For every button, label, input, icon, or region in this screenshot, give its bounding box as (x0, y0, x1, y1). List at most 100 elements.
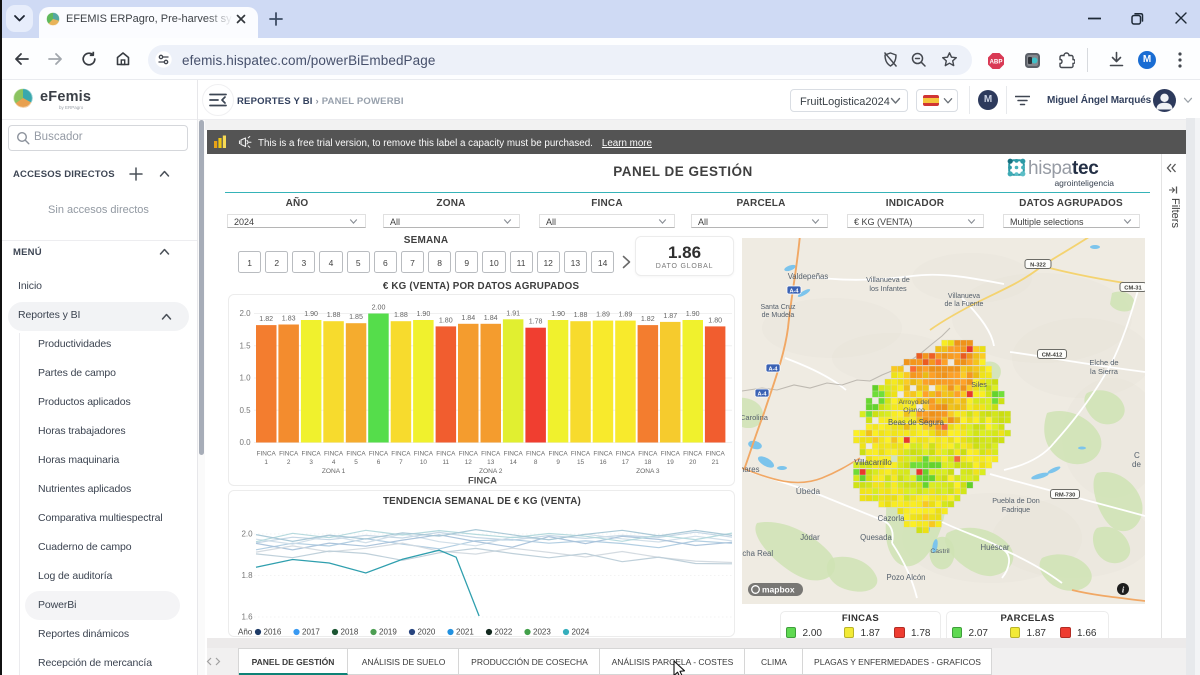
svg-text:4: 4 (332, 459, 336, 466)
svg-text:1.89: 1.89 (596, 311, 610, 319)
svg-text:1.84: 1.84 (461, 314, 475, 322)
svg-text:2017: 2017 (302, 628, 320, 637)
svg-text:ABP: ABP (989, 59, 1002, 66)
svg-text:2022: 2022 (495, 628, 513, 637)
svg-text:12: 12 (465, 459, 473, 466)
svg-text:2019: 2019 (379, 628, 397, 637)
svg-text:1.5: 1.5 (239, 341, 251, 350)
svg-text:la Sierra: la Sierra (1090, 367, 1119, 376)
svg-text:Beas de Segura: Beas de Segura (888, 418, 945, 427)
svg-text:2016: 2016 (264, 628, 282, 637)
svg-text:1.84: 1.84 (484, 314, 498, 322)
svg-text:2021: 2021 (456, 628, 474, 637)
svg-text:1.6: 1.6 (241, 613, 253, 622)
svg-text:Villacarrillo: Villacarrillo (854, 458, 892, 467)
svg-text:Valdepeñas: Valdepeñas (788, 272, 829, 281)
svg-text:FINCA: FINCA (257, 451, 277, 458)
svg-text:Carolina: Carolina (742, 413, 769, 422)
svg-text:1.90: 1.90 (551, 310, 565, 318)
svg-text:17: 17 (622, 459, 630, 466)
svg-text:6: 6 (377, 459, 381, 466)
svg-text:RM-730: RM-730 (1055, 492, 1076, 498)
svg-text:FINCA: FINCA (346, 451, 366, 458)
svg-text:FINCA: FINCA (279, 451, 299, 458)
svg-text:8: 8 (534, 459, 538, 466)
svg-text:7: 7 (399, 459, 403, 466)
svg-text:Úbeda: Úbeda (796, 486, 821, 496)
svg-text:FINCA: FINCA (436, 451, 456, 458)
svg-text:FINCA: FINCA (369, 451, 389, 458)
svg-text:2020: 2020 (418, 628, 436, 637)
svg-text:2024: 2024 (572, 628, 590, 637)
svg-text:ncha Real: ncha Real (742, 549, 773, 558)
svg-text:Quesada: Quesada (860, 533, 892, 542)
svg-text:FINCA: FINCA (706, 451, 726, 458)
svg-text:1.90: 1.90 (304, 310, 318, 318)
svg-text:3: 3 (309, 459, 313, 466)
svg-text:1.88: 1.88 (574, 311, 588, 319)
svg-text:9: 9 (556, 459, 560, 466)
svg-text:14: 14 (510, 459, 518, 466)
svg-text:CM-412: CM-412 (1042, 352, 1063, 358)
svg-text:1.91: 1.91 (506, 309, 520, 317)
svg-text:FINCA: FINCA (414, 451, 434, 458)
svg-text:FINCA: FINCA (661, 451, 681, 458)
svg-text:2.0: 2.0 (241, 530, 253, 539)
svg-text:FINCA: FINCA (468, 476, 497, 487)
svg-text:Santa Cruz: Santa Cruz (760, 304, 796, 311)
svg-text:15: 15 (577, 459, 585, 466)
svg-text:FINCA: FINCA (481, 451, 501, 458)
svg-text:1.80: 1.80 (439, 316, 453, 324)
svg-text:2.00: 2.00 (372, 304, 386, 312)
svg-text:Castril: Castril (930, 548, 950, 555)
svg-text:5: 5 (354, 459, 358, 466)
svg-text:ZONA 2: ZONA 2 (479, 468, 503, 475)
svg-text:1.90: 1.90 (416, 310, 430, 318)
svg-text:de: de (1132, 460, 1141, 469)
svg-text:0.5: 0.5 (239, 406, 251, 415)
svg-text:FINCA: FINCA (549, 451, 569, 458)
svg-text:2: 2 (287, 459, 291, 466)
svg-text:2.0: 2.0 (239, 309, 251, 318)
svg-text:16: 16 (599, 459, 607, 466)
svg-text:1.88: 1.88 (394, 311, 408, 319)
svg-text:1.82: 1.82 (641, 315, 655, 323)
svg-text:Arroyo del: Arroyo del (899, 399, 930, 406)
svg-text:CM-31: CM-31 (1124, 285, 1142, 291)
svg-text:1.8: 1.8 (241, 571, 253, 580)
svg-text:1.83: 1.83 (282, 315, 296, 323)
svg-text:1.89: 1.89 (618, 311, 632, 319)
svg-text:i: i (1122, 585, 1125, 595)
svg-text:FINCA: FINCA (391, 451, 411, 458)
svg-text:Año: Año (238, 628, 253, 637)
svg-text:1.80: 1.80 (708, 316, 722, 324)
svg-text:FINCA: FINCA (616, 451, 636, 458)
svg-text:A-4: A-4 (757, 391, 767, 397)
svg-text:de Mudela: de Mudela (762, 312, 795, 319)
svg-text:11: 11 (442, 459, 449, 466)
svg-text:de la Fuente: de la Fuente (945, 301, 984, 308)
svg-text:Fadrique: Fadrique (1002, 505, 1030, 514)
svg-text:FINCA: FINCA (683, 451, 703, 458)
svg-text:A-4: A-4 (789, 288, 799, 294)
svg-text:1.85: 1.85 (349, 313, 363, 321)
svg-text:los Infantes: los Infantes (869, 284, 907, 293)
svg-text:1.88: 1.88 (327, 311, 341, 319)
svg-text:21: 21 (712, 459, 720, 466)
svg-text:Huéscar: Huéscar (980, 543, 1009, 552)
svg-text:FINCA: FINCA (638, 451, 658, 458)
svg-text:Puebla de Don: Puebla de Don (992, 496, 1040, 505)
svg-text:FINCA: FINCA (526, 451, 546, 458)
svg-text:20: 20 (689, 459, 697, 466)
svg-text:Pozo Alcón: Pozo Alcón (886, 573, 925, 582)
svg-text:1.87: 1.87 (663, 312, 677, 320)
svg-text:Elche de: Elche de (1089, 358, 1118, 367)
svg-text:FINCA: FINCA (302, 451, 322, 458)
svg-text:ZONA 1: ZONA 1 (322, 468, 346, 475)
svg-text:1: 1 (264, 459, 268, 466)
svg-text:nares: nares (742, 465, 760, 474)
svg-text:1.90: 1.90 (686, 310, 700, 318)
svg-text:2018: 2018 (341, 628, 359, 637)
svg-text:FINCA: FINCA (459, 451, 479, 458)
svg-text:13: 13 (487, 459, 495, 466)
